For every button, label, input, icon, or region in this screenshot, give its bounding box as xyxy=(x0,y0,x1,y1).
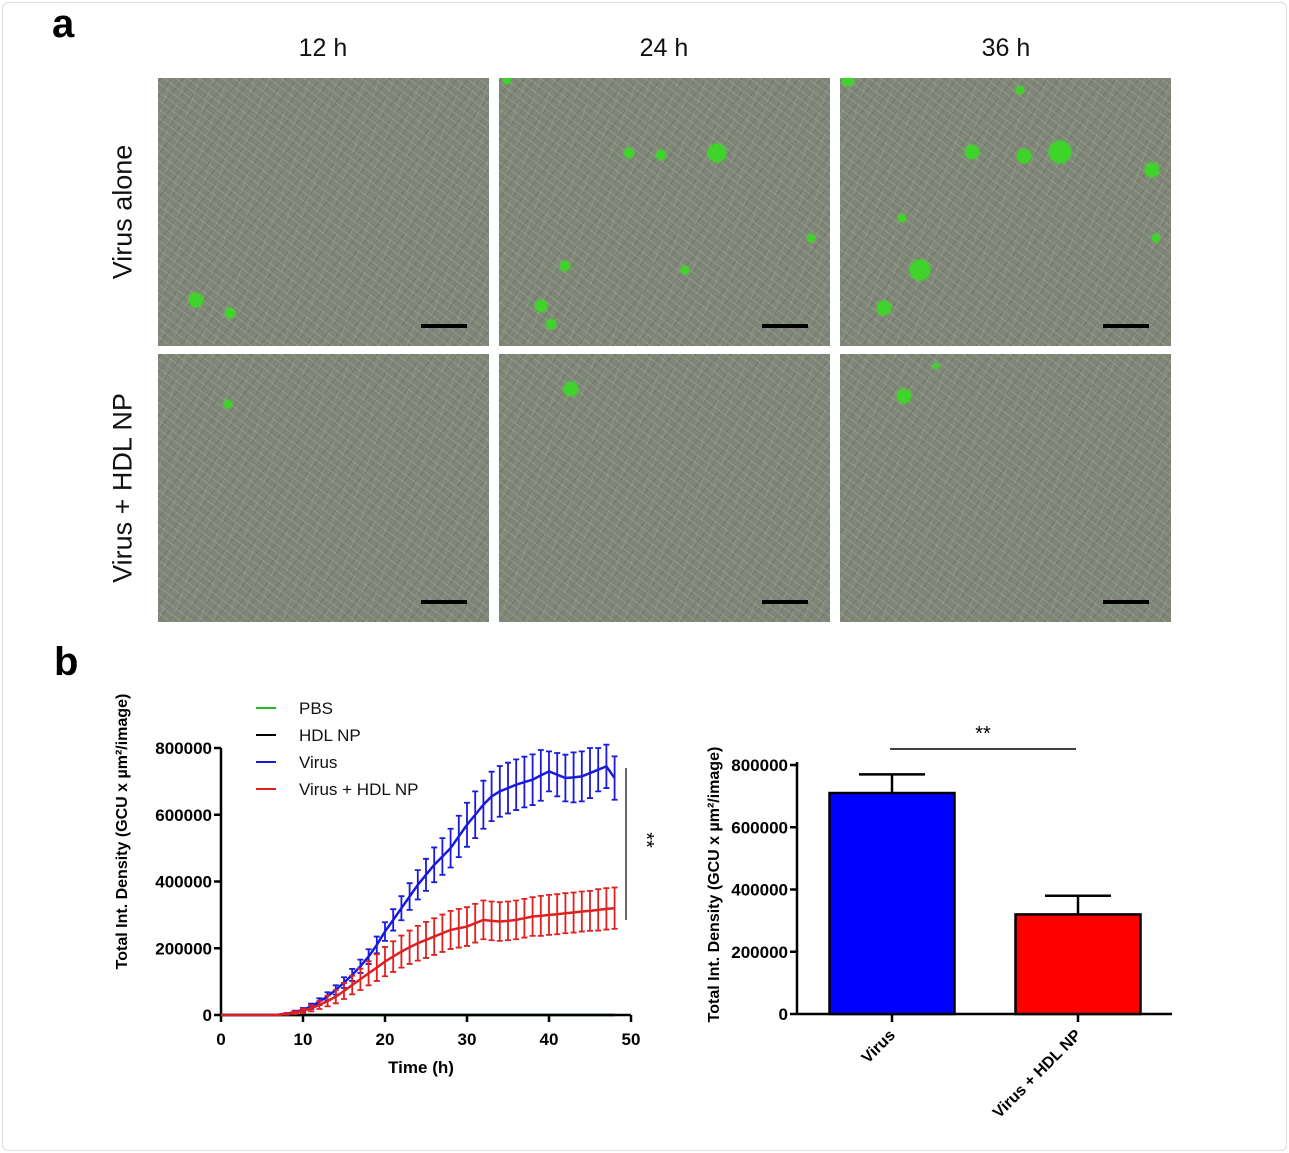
fluorescent-cell xyxy=(535,300,547,312)
y-tick-label: 0 xyxy=(203,1006,212,1025)
bar-virus xyxy=(828,791,956,1016)
y-tick-label: 400000 xyxy=(731,881,788,900)
significance-label: ** xyxy=(635,832,657,848)
y-tick-label: 0 xyxy=(779,1005,788,1024)
fluorescent-cell xyxy=(560,261,570,271)
scale-bar xyxy=(762,600,808,604)
x-tick-label: 0 xyxy=(216,1030,225,1049)
micrograph-virus-hdl-np-12h xyxy=(158,354,489,622)
fluorescent-cell xyxy=(877,301,891,315)
x-tick-label: 40 xyxy=(540,1030,559,1049)
significance-label: ** xyxy=(975,723,991,745)
legend-label-pbs: PBS xyxy=(299,699,333,718)
fluorescent-cell xyxy=(1152,234,1160,242)
scale-bar xyxy=(1103,324,1149,328)
fluorescent-cell xyxy=(624,148,634,158)
y-tick-label: 200000 xyxy=(731,943,788,962)
x-tick-label: 20 xyxy=(376,1030,395,1049)
x-tick-label: 10 xyxy=(294,1030,313,1049)
legend-label-hdl-np: HDL NP xyxy=(299,726,361,745)
legend-label-virus: Virus xyxy=(299,753,337,772)
y-tick-label: 800000 xyxy=(731,756,788,775)
column-header-24h: 24 h xyxy=(639,34,689,62)
fluorescent-cell xyxy=(564,382,578,396)
column-header-12h: 12 h xyxy=(298,34,348,62)
fluorescent-cell xyxy=(708,144,726,162)
fluorescent-cell xyxy=(910,260,930,280)
fluorescent-cell xyxy=(933,363,939,369)
fluorescent-cell xyxy=(1016,86,1024,94)
fluorescent-cell xyxy=(897,389,911,403)
legend-label-virus-hdl-np: Virus + HDL NP xyxy=(299,780,419,799)
fluorescent-cell xyxy=(189,293,203,307)
scale-bar xyxy=(421,600,467,604)
panel-b-label: b xyxy=(54,640,79,684)
micrograph-virus-alone-12h xyxy=(158,78,489,346)
micrograph-virus-alone-36h xyxy=(840,78,1171,346)
y-tick-label: 200000 xyxy=(155,939,212,958)
column-header-36h: 36 h xyxy=(981,34,1031,62)
micrograph-virus-hdl-np-24h xyxy=(499,354,830,622)
fluorescent-cell xyxy=(898,214,906,222)
fluorescent-cell xyxy=(1145,163,1159,177)
line-chart-x-axis-title: Time (h) xyxy=(388,1058,454,1077)
fluorescent-cell xyxy=(807,234,815,242)
fluorescent-cell xyxy=(965,145,979,159)
y-tick-label: 600000 xyxy=(155,806,212,825)
fluorescent-cell xyxy=(546,319,556,329)
y-tick-label: 600000 xyxy=(731,818,788,837)
fluorescent-cell xyxy=(503,78,511,84)
fluorescent-cell xyxy=(681,266,689,274)
x-tick-label: 30 xyxy=(458,1030,477,1049)
fluorescent-cell xyxy=(225,308,235,318)
line-chart-y-axis-title: Total Int. Density (GCU x µm²/image) xyxy=(114,694,131,970)
y-tick-label: 800000 xyxy=(155,739,212,758)
scale-bar xyxy=(1103,600,1149,604)
micrograph-virus-alone-24h xyxy=(499,78,830,346)
micrograph-virus-hdl-np-36h xyxy=(840,354,1171,622)
x-tick-label: 50 xyxy=(622,1030,641,1049)
scale-bar xyxy=(421,324,467,328)
fluorescent-cell xyxy=(224,400,232,408)
y-tick-label: 400000 xyxy=(155,873,212,892)
fluorescent-cell xyxy=(656,150,666,160)
fluorescent-cell xyxy=(1049,141,1071,163)
fluorescent-cell xyxy=(842,78,854,86)
series-line-virus-hdl-np xyxy=(221,906,615,1017)
bar-chart-y-axis-title: Total Int. Density (GCU x µm²/image) xyxy=(706,747,723,1023)
category-label-virus-hdl-np: Virus + HDL NP xyxy=(990,1027,1085,1122)
panel-a-label: a xyxy=(52,2,75,46)
bar-virus-hdl-np xyxy=(1014,913,1142,1016)
category-label-virus: Virus xyxy=(859,1027,899,1067)
scale-bar xyxy=(762,324,808,328)
fluorescent-cell xyxy=(1017,149,1031,163)
